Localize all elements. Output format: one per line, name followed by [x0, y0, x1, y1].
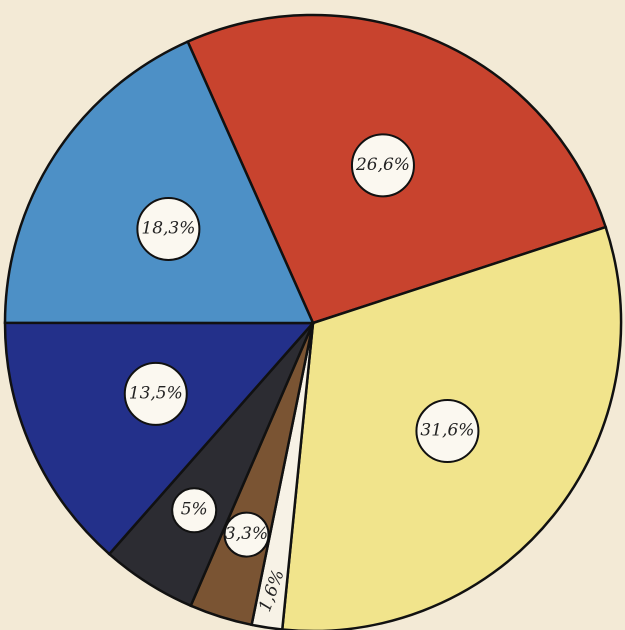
value-label: 5%: [181, 500, 208, 520]
value-label: 18,3%: [141, 218, 195, 238]
value-label: 13,5%: [129, 383, 183, 403]
value-label: 31,6%: [420, 421, 474, 441]
page: 26,6%31,6%1,6%3,3%5%13,5%18,3% (() => { …: [0, 0, 625, 630]
value-label: 26,6%: [355, 155, 410, 175]
chart: 26,6%31,6%1,6%3,3%5%13,5%18,3%: [0, 0, 625, 630]
value-label: 3,3%: [225, 524, 268, 544]
